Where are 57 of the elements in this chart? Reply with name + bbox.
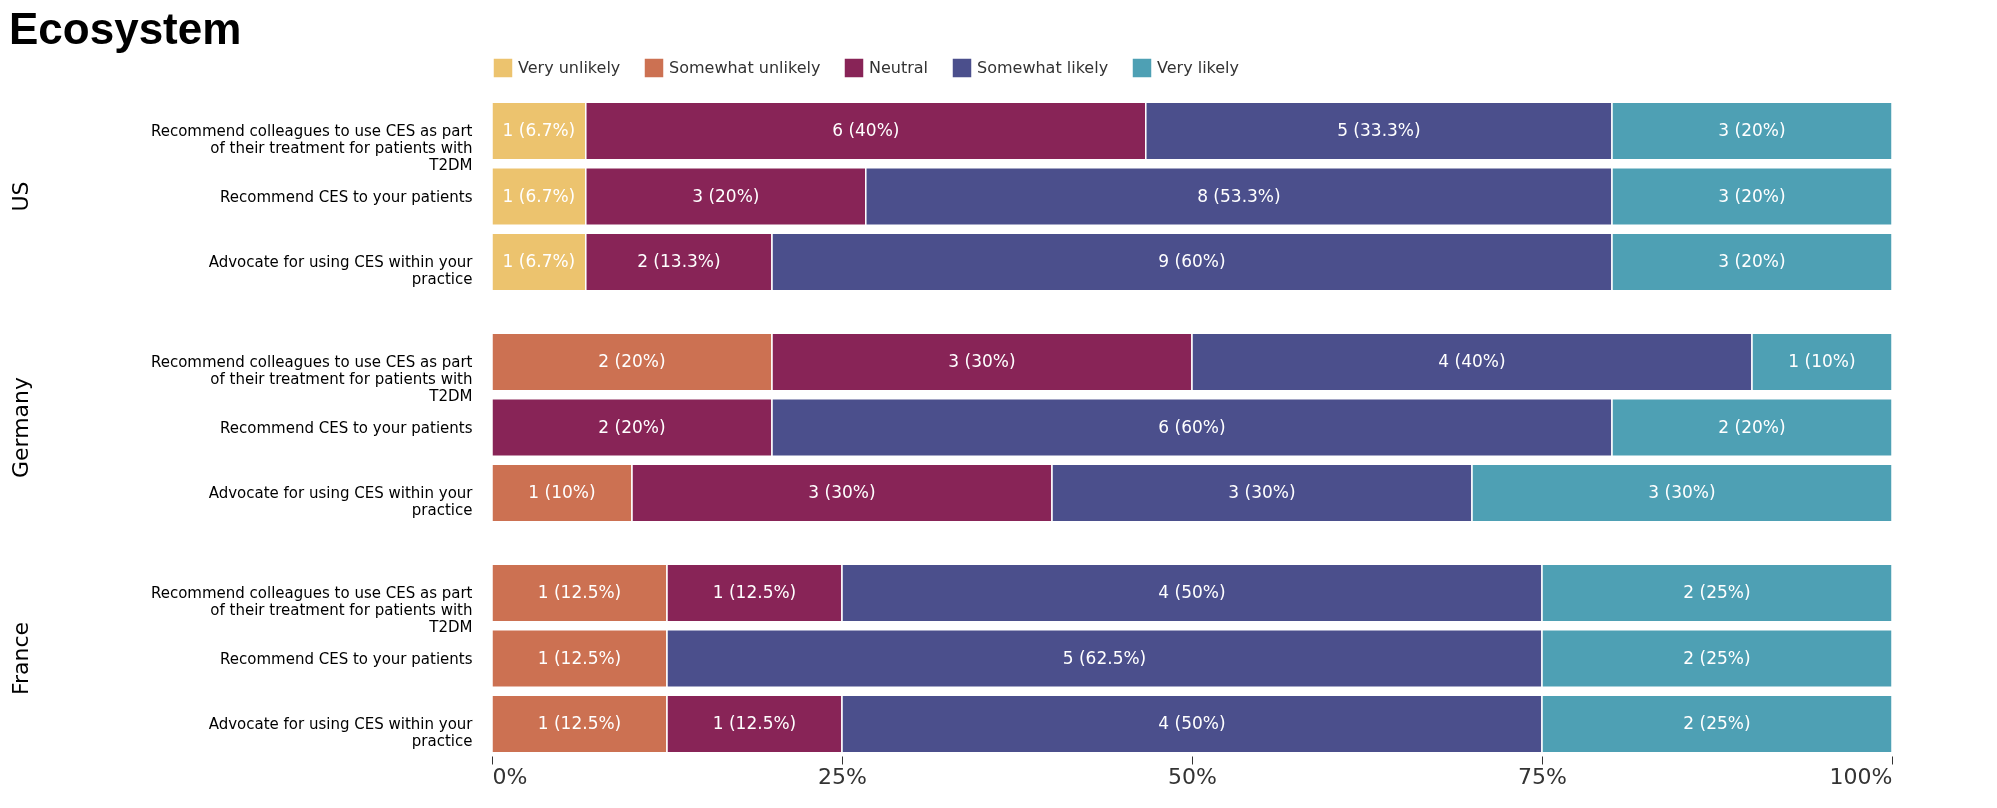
data-label: 1 (6.7%) — [502, 185, 576, 206]
x-tick-label: 50% — [1168, 763, 1217, 789]
y-tick-label: Advocate for using CES within your practice — [208, 483, 474, 519]
legend-label: Very unlikely — [518, 58, 621, 77]
y-axis-title: France — [7, 621, 33, 696]
data-label: 2 (13.3%) — [637, 250, 721, 271]
data-label: 3 (20%) — [1718, 250, 1786, 271]
data-label: 3 (30%) — [948, 351, 1016, 372]
y-tick-label: Recommend colleagues to use CES as part of their treatment for patients with T2DM — [150, 122, 473, 175]
data-label: 4 (50%) — [1158, 582, 1226, 603]
y-tick-label: Recommend colleagues to use CES as part of their treatment for patients with T2DM — [150, 353, 473, 406]
data-label: 3 (20%) — [1718, 120, 1786, 141]
data-label: 2 (20%) — [1718, 416, 1786, 437]
data-label: 1 (12.5%) — [712, 712, 797, 733]
legend-label: Neutral — [869, 58, 929, 77]
y-tick-label: Recommend CES to your patients — [220, 649, 473, 668]
data-label: 3 (20%) — [1718, 185, 1786, 206]
data-label: 3 (20%) — [692, 185, 760, 206]
data-label: 2 (25%) — [1683, 712, 1751, 733]
data-label: 1 (12.5%) — [712, 582, 797, 603]
data-label: 1 (6.7%) — [502, 250, 576, 271]
y-tick-label: Advocate for using CES within your practice — [208, 252, 474, 288]
data-label: 4 (50%) — [1158, 712, 1226, 733]
data-label: 2 (25%) — [1683, 582, 1751, 603]
data-label: 2 (20%) — [598, 351, 666, 372]
y-tick-label: Recommend CES to your patients — [220, 187, 473, 206]
data-label: 1 (10%) — [1788, 351, 1856, 372]
data-label: 3 (30%) — [1228, 481, 1296, 502]
y-axis-title: Germany — [7, 376, 33, 479]
data-label: 2 (20%) — [598, 416, 666, 437]
data-label: 2 (25%) — [1683, 647, 1751, 668]
data-label: 5 (33.3%) — [1337, 120, 1421, 141]
x-tick-label: 100% — [1829, 763, 1893, 789]
y-axis-title: US — [7, 181, 33, 212]
x-tick-label: 25% — [818, 763, 867, 789]
data-label: 1 (12.5%) — [537, 647, 622, 668]
data-label: 4 (40%) — [1438, 351, 1506, 372]
data-label: 3 (30%) — [808, 481, 876, 502]
legend-label: Somewhat likely — [977, 58, 1109, 77]
y-tick-label: Recommend CES to your patients — [220, 418, 473, 437]
data-label: 1 (10%) — [528, 481, 596, 502]
x-tick-label: 75% — [1518, 763, 1567, 789]
x-tick-label: 0% — [492, 763, 528, 789]
y-tick-label: Recommend colleagues to use CES as part of their treatment for patients with T2DM — [150, 584, 473, 637]
data-label: 3 (30%) — [1648, 481, 1716, 502]
data-label: 1 (6.7%) — [502, 120, 576, 141]
data-label: 8 (53.3%) — [1197, 185, 1281, 206]
data-label: 1 (12.5%) — [537, 582, 622, 603]
data-label: 6 (60%) — [1158, 416, 1226, 437]
data-label: 5 (62.5%) — [1062, 647, 1147, 668]
data-label: 1 (12.5%) — [537, 712, 622, 733]
text: Ecosystem — [9, 4, 242, 53]
legend-label: Very likely — [1157, 58, 1240, 77]
y-tick-label: Advocate for using CES within your practice — [208, 714, 474, 750]
legend-label: Somewhat unlikely — [669, 58, 821, 77]
data-label: 6 (40%) — [832, 120, 900, 141]
data-label: 9 (60%) — [1158, 250, 1226, 271]
